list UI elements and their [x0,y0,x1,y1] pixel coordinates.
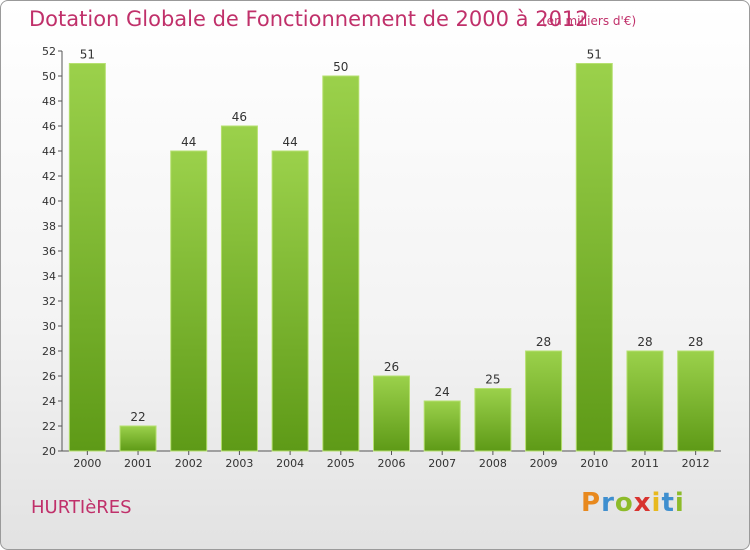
y-tick-label: 36 [42,245,56,258]
y-tick-label: 26 [42,370,56,383]
bar [575,63,613,452]
chart-subtitle: (en milliers d'€) [542,14,637,28]
logo-letter: i [651,488,662,518]
bar [322,75,360,452]
bar-value-label: 44 [282,135,297,149]
bar-value-label: 28 [688,335,703,349]
bar-value-label: 24 [435,385,450,399]
logo-letter: x [633,488,652,518]
bar [626,350,664,452]
y-tick-label: 42 [42,170,56,183]
x-tick-label: 2000 [73,457,101,470]
y-tick-label: 28 [42,345,56,358]
bar [423,400,461,452]
x-tick-label: 2005 [327,457,355,470]
bar-value-label: 51 [80,48,95,62]
y-tick-label: 46 [42,120,56,133]
commune-name: HURTIèRES [31,497,132,518]
bar-value-label: 44 [181,135,196,149]
logo-letter: P [581,488,602,518]
bar [474,388,512,452]
bar-value-label: 26 [384,360,399,374]
y-tick-label: 20 [42,445,56,458]
x-tick-label: 2010 [580,457,608,470]
bar [271,150,309,452]
y-tick-label: 30 [42,320,56,333]
x-tick-label: 2002 [175,457,203,470]
bar-value-label: 28 [536,335,551,349]
y-tick-label: 22 [42,420,56,433]
bar [68,63,106,452]
logo-letter: t [661,488,675,518]
x-tick-label: 2001 [124,457,152,470]
bar [677,350,715,452]
bar [170,150,208,452]
x-tick-label: 2009 [530,457,558,470]
x-tick-label: 2008 [479,457,507,470]
x-tick-label: 2007 [428,457,456,470]
x-tick-label: 2011 [631,457,659,470]
y-tick-label: 32 [42,295,56,308]
proxiti-logo[interactable]: Proxiti [581,488,685,518]
x-tick-label: 2012 [682,457,710,470]
y-tick-label: 40 [42,195,56,208]
bar-value-label: 28 [637,335,652,349]
x-tick-label: 2006 [378,457,406,470]
bar-value-label: 25 [485,373,500,387]
y-tick-label: 34 [42,270,56,283]
chart-title: Dotation Globale de Fonctionnement de 20… [29,7,589,31]
y-tick-label: 48 [42,95,56,108]
bar [525,350,563,452]
bar-value-label: 46 [232,110,247,124]
bar [119,425,157,452]
logo-letter: i [674,488,685,518]
x-tick-label: 2003 [225,457,253,470]
logo-letter: r [601,488,615,518]
y-tick-label: 50 [42,70,56,83]
bar-value-label: 50 [333,60,348,74]
bar-value-label: 51 [587,48,602,62]
y-tick-label: 24 [42,395,56,408]
bar-value-label: 22 [130,410,145,424]
bar [220,125,258,452]
x-tick-label: 2004 [276,457,304,470]
y-tick-label: 44 [42,145,56,158]
logo-letter: o [614,488,634,518]
y-tick-label: 52 [42,45,56,58]
y-tick-label: 38 [42,220,56,233]
bar [373,375,410,452]
